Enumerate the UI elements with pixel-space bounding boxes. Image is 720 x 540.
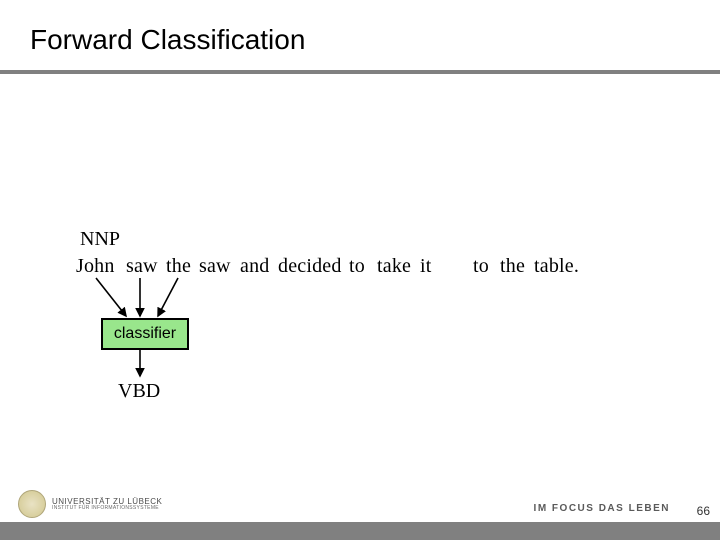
footer-bar [0, 522, 720, 540]
arrow [96, 278, 126, 316]
diagram-area: NNP Johnsawthesawanddecidedtotakeittothe… [0, 100, 720, 440]
token: to [349, 255, 365, 278]
classifier-box: classifier [101, 318, 189, 350]
token: John [76, 255, 115, 278]
institution-block: UNIVERSITÄT ZU LÜBECK INSTITUT FÜR INFOR… [52, 498, 162, 511]
token: saw [199, 255, 231, 278]
institute-name: INSTITUT FÜR INFORMATIONSSYSTEME [52, 506, 162, 511]
output-pos-tag: VBD [118, 380, 160, 403]
university-seal-icon [18, 490, 46, 518]
token: saw [126, 255, 158, 278]
arrow [158, 278, 178, 316]
token: the [500, 255, 525, 278]
token: take [377, 255, 411, 278]
pos-tag-above: NNP [80, 228, 120, 251]
token: it [420, 255, 432, 278]
token: the [166, 255, 191, 278]
token: to [473, 255, 489, 278]
title-rule [0, 70, 720, 74]
footer-motto: IM FOCUS DAS LEBEN [534, 503, 670, 514]
token: decided [278, 255, 342, 278]
slide: Forward Classification NNP Johnsawthesaw… [0, 0, 720, 540]
slide-title: Forward Classification [30, 24, 305, 56]
classifier-label: classifier [114, 325, 176, 343]
token: and [240, 255, 269, 278]
page-number: 66 [697, 504, 710, 518]
token: table. [534, 255, 579, 278]
footer-left: UNIVERSITÄT ZU LÜBECK INSTITUT FÜR INFOR… [18, 490, 162, 518]
